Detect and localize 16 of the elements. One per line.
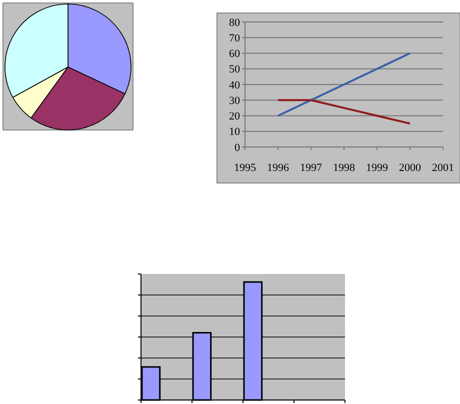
x-tick-label: 2000 — [399, 162, 422, 174]
y-tick-label: 70 — [229, 32, 240, 44]
x-tick-label: 1996 — [267, 162, 290, 174]
y-tick-label: 10 — [229, 126, 240, 138]
y-tick-label: 60 — [229, 48, 240, 60]
y-tick-label: 30 — [229, 94, 240, 107]
y-tick-label: 50 — [229, 64, 240, 76]
y-tick-label: 20 — [229, 110, 240, 123]
y-tick-label: 40 — [229, 79, 240, 92]
x-tick-label: 1998 — [333, 162, 356, 174]
x-tick-label: 2001 — [432, 162, 454, 174]
x-tick-label: 1995 — [234, 162, 256, 174]
x-tick-label: 1999 — [366, 162, 388, 174]
y-tick-label: 0 — [234, 142, 240, 154]
y-tick-label: 80 — [229, 16, 240, 29]
x-tick-label: 1997 — [300, 162, 322, 174]
